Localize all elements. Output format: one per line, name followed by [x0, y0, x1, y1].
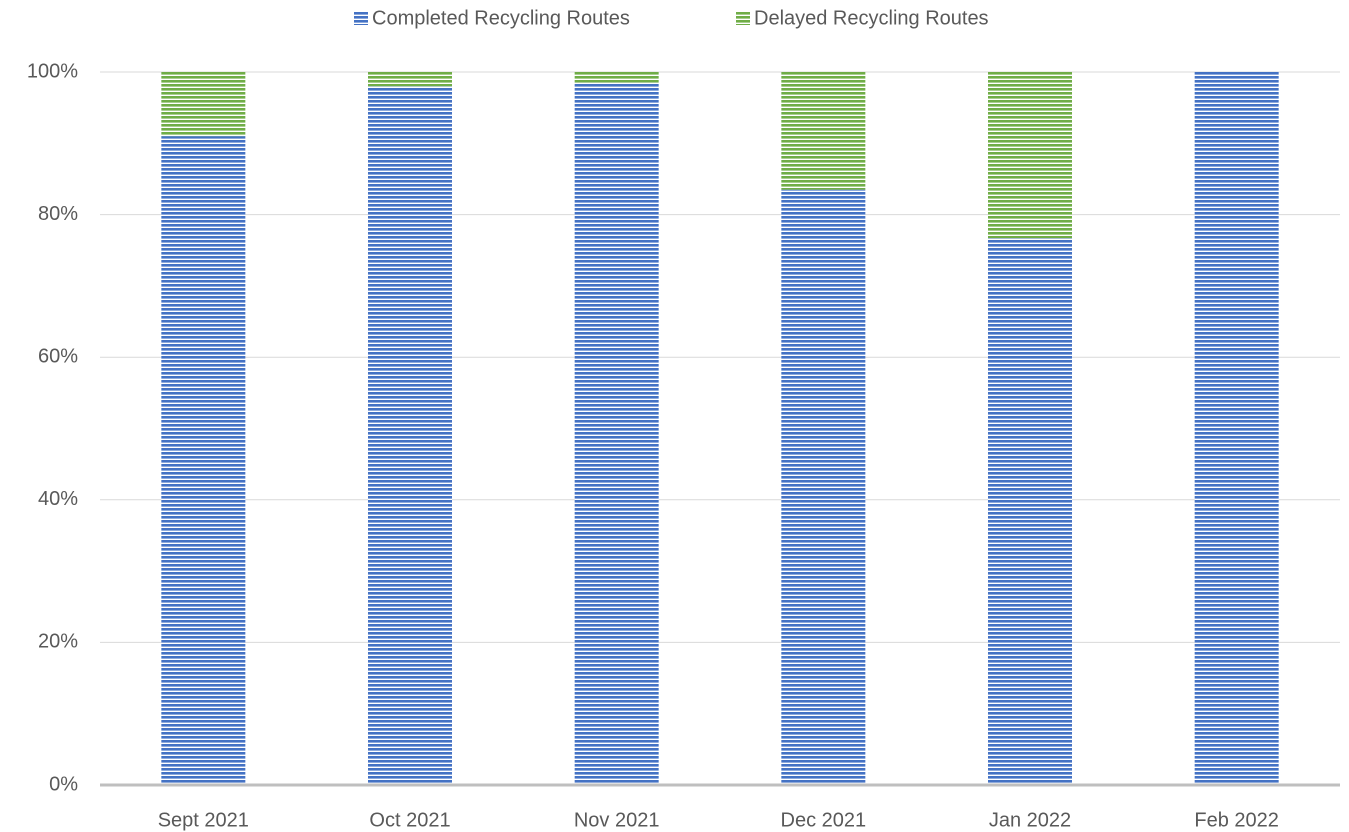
legend-swatch	[736, 11, 750, 25]
x-tick-label: Feb 2022	[1194, 809, 1279, 831]
bar-segment	[781, 72, 866, 190]
y-tick-label: 0%	[49, 773, 78, 795]
bar-segment	[574, 72, 659, 83]
x-tick-label: Oct 2021	[369, 809, 450, 831]
bar-segment	[988, 238, 1072, 785]
bar-segment	[988, 72, 1072, 239]
y-tick-label: 20%	[38, 631, 78, 653]
y-tick-label: 60%	[38, 345, 78, 367]
legend-swatch	[354, 11, 368, 25]
y-tick-label: 80%	[38, 203, 78, 225]
x-tick-label: Jan 2022	[989, 809, 1071, 831]
bar-segment	[161, 72, 246, 137]
bar-segment	[368, 72, 452, 87]
bar-segment	[368, 86, 452, 785]
bar-segment	[1194, 72, 1279, 785]
y-tick-label: 40%	[38, 488, 78, 510]
bar-segment	[161, 136, 246, 786]
x-tick-label: Dec 2021	[781, 809, 867, 831]
bar-segment	[781, 189, 866, 785]
bar-segment	[574, 82, 659, 785]
legend-label: Delayed Recycling Routes	[754, 7, 989, 29]
x-tick-label: Nov 2021	[574, 809, 660, 831]
legend-label: Completed Recycling Routes	[372, 7, 630, 29]
y-tick-label: 100%	[27, 60, 78, 82]
x-tick-label: Sept 2021	[158, 809, 249, 831]
